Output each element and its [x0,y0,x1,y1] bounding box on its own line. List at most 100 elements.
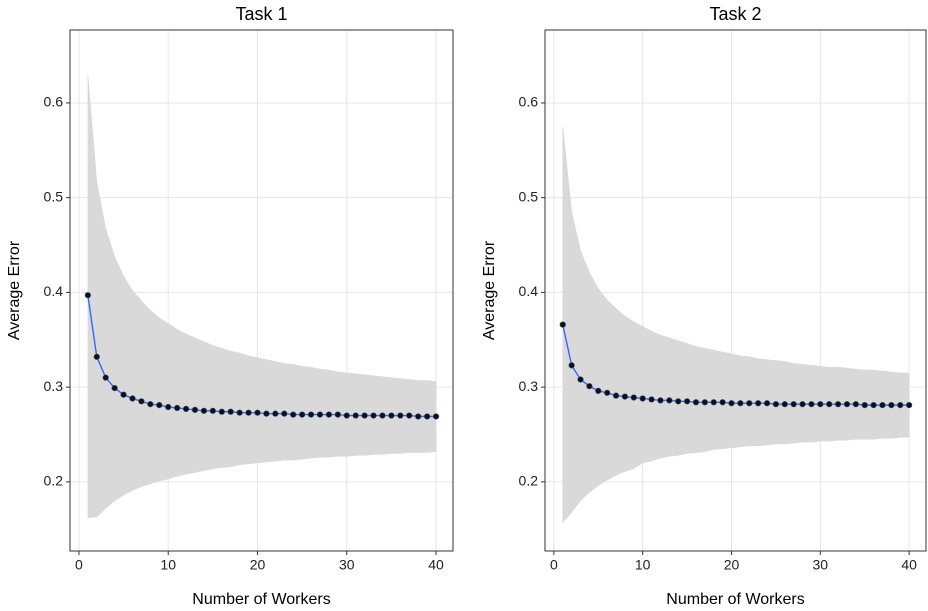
point [772,401,780,408]
point [290,411,297,418]
point [200,407,208,414]
y-tick-label: 0.2 [519,473,539,489]
point [870,402,877,409]
point [236,409,243,416]
point [790,401,797,408]
confidence-band [571,211,581,514]
confidence-band [176,328,187,477]
point [361,412,368,419]
confidence-band [580,250,590,502]
confidence-band [158,317,169,482]
y-tick-label: 0.3 [519,378,539,394]
y-tick-label: 0.2 [44,473,64,489]
confidence-band [615,307,626,476]
point [102,374,109,381]
point [675,398,682,405]
point [424,413,431,420]
point [209,407,216,414]
point [334,411,341,418]
point [263,410,270,417]
point [826,401,833,408]
point [218,408,225,415]
point [683,398,691,405]
point [639,395,646,402]
point [808,401,815,408]
x-tick-label: 0 [550,557,558,573]
point [586,383,593,390]
point [861,402,868,409]
point [299,411,306,418]
confidence-band [212,345,223,469]
confidence-band [150,309,160,485]
point [316,411,324,418]
point [568,362,575,369]
confidence-band [266,359,276,463]
point [84,292,91,299]
point [897,402,904,409]
point [630,394,637,401]
point [879,402,886,409]
confidence-band [686,343,697,454]
confidence-band [660,334,670,459]
x-tick-label: 10 [635,557,651,573]
line [87,295,437,418]
confidence-band [185,333,196,475]
confidence-band [651,330,661,462]
point [719,399,726,406]
confidence-band [589,272,599,493]
point [156,402,163,409]
point [352,412,359,419]
point [245,409,252,416]
point [852,401,859,408]
point [906,402,913,409]
point [595,387,602,395]
y-tick-label: 0.6 [44,94,64,110]
point [227,408,234,415]
x-tick-label: 40 [428,557,444,573]
point [612,392,620,399]
x-tick-label: 30 [339,557,355,573]
x-axis-label: Number of Workers [666,591,804,608]
confidence-band [624,315,635,472]
x-tick-label: 20 [250,557,266,573]
point [817,401,824,408]
confidence-band [606,299,617,481]
confidence-band [96,181,107,518]
point [120,391,127,398]
confidence-band [132,289,142,491]
point [254,409,261,416]
point [174,404,181,412]
point [343,412,350,419]
point [559,321,566,328]
panel-border [544,29,927,552]
point [834,401,842,408]
point [843,401,851,408]
point [763,400,771,407]
point [397,412,404,419]
y-tick-label: 0.5 [519,188,539,204]
point [648,396,655,403]
point [406,412,413,419]
confidence-band [105,228,115,510]
panel-border [69,29,454,552]
point [147,401,154,408]
confidence-band [221,347,231,468]
point [432,413,440,420]
line [562,324,910,406]
point [307,411,315,418]
point [111,384,118,392]
point [272,410,279,417]
confidence-band [642,325,652,464]
confidence-band [597,287,608,487]
point [746,400,753,407]
confidence-band [167,323,178,480]
point [165,403,172,411]
point [129,395,136,402]
y-tick-label: 0.4 [519,283,539,299]
y-tick-label: 0.3 [44,378,64,394]
x-tick-label: 10 [160,557,176,573]
point [182,405,190,413]
point [604,389,611,396]
point [781,401,788,408]
